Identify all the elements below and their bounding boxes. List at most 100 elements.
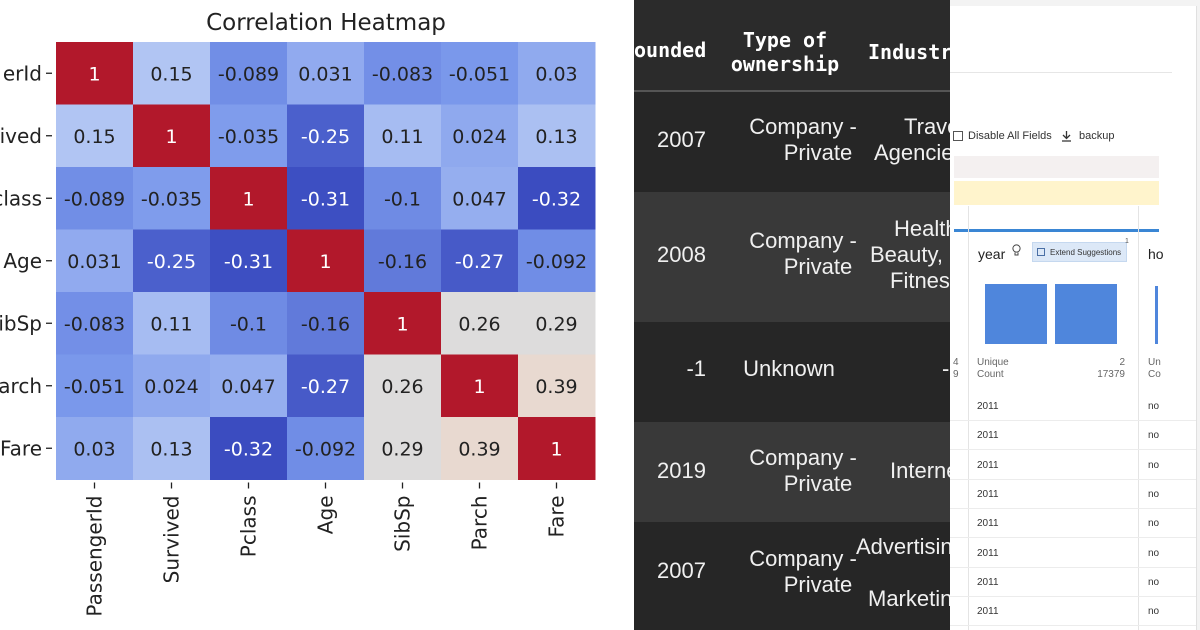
ownership-cell: Company - Private (718, 445, 888, 497)
histogram-bar[interactable] (985, 284, 1047, 344)
heatmap-cell-label: -0.25 (147, 251, 196, 273)
data-profiler-panel: Disable All Fields backup year Extend Su… (950, 0, 1200, 630)
heatmap-cell-label: 0.11 (381, 126, 423, 148)
heatmap-cell-label: 0.024 (452, 126, 506, 148)
ownership-line: Private (783, 471, 853, 496)
table-row: 2007 Company - Private Advertisin Market… (634, 522, 950, 630)
disable-all-checkbox[interactable] (953, 131, 963, 141)
heatmap-cell (210, 229, 288, 293)
heatmap-cell-label: -0.32 (532, 188, 581, 210)
profiler-card: Disable All Fields backup year Extend Su… (950, 6, 1197, 630)
heatmap-row-label: ibSp (0, 311, 42, 335)
column-divider (968, 206, 969, 630)
heatmap-row-label: arch (0, 374, 42, 398)
backup-button[interactable]: backup (1079, 130, 1115, 142)
heatmap-cell-label: 0.39 (535, 376, 577, 398)
column-name-year[interactable]: year (978, 246, 1006, 262)
table-row[interactable]: 2011 no (950, 509, 1196, 539)
year-value: 2011 (977, 488, 999, 500)
heatmap-cell (287, 229, 365, 293)
column-divider (1138, 206, 1139, 630)
download-icon[interactable] (1061, 130, 1072, 142)
next-column-value: no (1148, 518, 1160, 530)
ownership-line: Private (783, 140, 853, 165)
heatmap-cell (133, 354, 211, 418)
ownership-cell: Company - Private (718, 228, 888, 280)
heatmap-cell (210, 292, 288, 355)
heatmap-cell-label: 0.26 (458, 313, 500, 335)
heatmap-cell (287, 104, 365, 168)
heatmap-cell-label: 1 (165, 126, 177, 148)
heatmap-col-label: Parch (468, 496, 492, 551)
heatmap-cell (210, 104, 288, 168)
heatmap-cell (441, 229, 519, 293)
heatmap-cell (364, 292, 442, 355)
filter-bar[interactable] (954, 156, 1159, 178)
heatmap-cell-label: 1 (319, 251, 331, 273)
heatmap-cell (287, 417, 365, 480)
heatmap-cell (364, 354, 442, 418)
heatmap-cell-label: -0.092 (526, 251, 587, 273)
heatmap-cell-label: -0.16 (301, 313, 350, 335)
disable-all-label[interactable]: Disable All Fields (968, 130, 1052, 142)
heatmap-cell (441, 417, 519, 480)
table-row[interactable]: 2011 no (950, 451, 1196, 480)
table-row[interactable]: 2011 no (950, 480, 1196, 509)
table-row[interactable]: 2011 no (950, 539, 1196, 568)
header-line: Type of (742, 28, 828, 52)
heatmap-cell-label: -0.1 (384, 188, 421, 210)
ownership-cell: Unknown (718, 356, 860, 382)
heatmap-cell (518, 292, 596, 355)
table-row[interactable]: 2011 no (950, 421, 1196, 451)
heatmap-cell-label: 1 (473, 376, 485, 398)
extend-suggestions-button[interactable]: Extend Suggestions 1 (1032, 238, 1129, 262)
table-row[interactable]: 2011 no (950, 597, 1196, 627)
heatmap-col-label: SibSp (391, 496, 415, 552)
ownership-cell: Company - Private (718, 114, 888, 166)
column-name-next[interactable]: ho (1148, 246, 1164, 262)
heatmap-cell (210, 42, 288, 105)
heatmap-row-label: erId (3, 61, 42, 85)
table-row[interactable]: 2011 no (950, 392, 1196, 421)
ownership-line: Company - (749, 114, 857, 139)
heatmap-cell (518, 42, 596, 105)
heatmap-cell (364, 229, 442, 293)
heatmap-cell (518, 229, 596, 293)
column-header-ownership[interactable]: Type of ownership (720, 28, 850, 76)
heatmap-cell (210, 354, 288, 418)
heatmap-row-label: Age (3, 249, 42, 273)
unique-label: Unique (977, 357, 1009, 368)
divider (950, 72, 1172, 73)
heatmap-cell-label: -0.035 (218, 126, 279, 148)
industry-line: Health (894, 216, 950, 241)
company-table-panel: ounded Type of ownership Industr 2007 Co… (634, 0, 950, 630)
lightbulb-icon[interactable] (1012, 244, 1021, 257)
heatmap-cell-label: 0.15 (73, 126, 115, 148)
heatmap-cell-label: 0.13 (535, 126, 577, 148)
heatmap-cell-label: 0.047 (452, 188, 506, 210)
industry-line: Beauty, (870, 242, 943, 267)
heatmap-cell (56, 104, 134, 168)
histogram-bar[interactable] (1055, 284, 1117, 344)
heatmap-cell (441, 167, 519, 230)
heatmap-cell (518, 417, 596, 480)
founded-cell: 2007 (657, 558, 706, 583)
heatmap-cell-label: -0.31 (224, 251, 273, 273)
heatmap-cell-label: 0.03 (73, 438, 115, 460)
founded-cell: 2019 (657, 458, 706, 483)
year-value: 2011 (977, 401, 999, 412)
heatmap-row-label: ived (0, 124, 42, 148)
heatmap-cell-label: 0.13 (150, 438, 192, 460)
heatmap-cell-label: -0.32 (224, 438, 273, 460)
table-row[interactable]: 2011 no (950, 568, 1196, 597)
heatmap-cell-label: 0.024 (144, 376, 198, 398)
column-header-industry[interactable]: Industr (868, 40, 950, 64)
heatmap-col-label: Fare (545, 496, 569, 538)
heatmap-cell (56, 354, 134, 418)
column-header-founded[interactable]: ounded (634, 38, 707, 62)
heatmap-cell-label: 0.11 (150, 313, 192, 335)
heatmap-cell-label: 0.29 (381, 438, 423, 460)
next-column-value: no (1148, 488, 1160, 500)
heatmap-cell (287, 292, 365, 355)
table-header: ounded Type of ownership Industr (634, 0, 950, 92)
